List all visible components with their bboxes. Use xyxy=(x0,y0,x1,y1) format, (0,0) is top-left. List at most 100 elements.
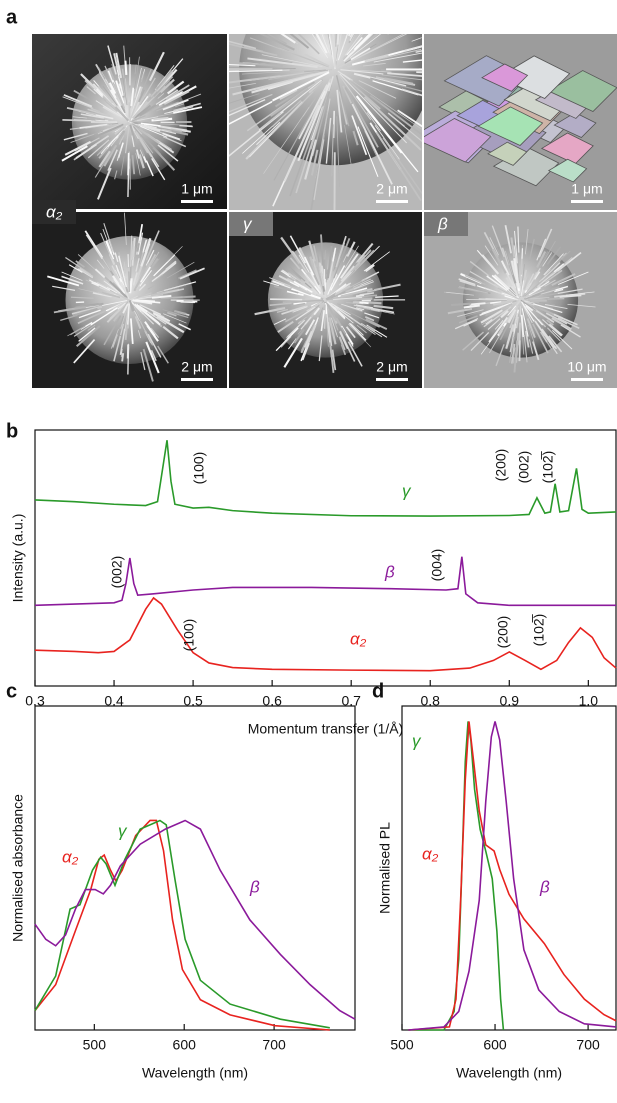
spike xyxy=(378,0,387,7)
plot-frame xyxy=(402,706,616,1030)
scale-bar xyxy=(376,378,408,381)
spike xyxy=(339,0,344,24)
spike xyxy=(137,243,138,251)
scale-bar xyxy=(181,378,213,381)
series-label: α₂ xyxy=(62,847,79,866)
spike xyxy=(243,0,293,18)
x-axis-label: Wavelength (nm) xyxy=(456,1065,562,1081)
spike xyxy=(357,0,367,14)
series-label: γ xyxy=(402,481,412,500)
x-tick-label: 700 xyxy=(576,1037,600,1053)
scale-bar-label: 1 μm xyxy=(181,181,212,197)
peak-label: (102̅) xyxy=(540,450,556,483)
series-label: β xyxy=(384,562,395,581)
spike xyxy=(378,0,428,8)
spike xyxy=(387,22,404,33)
spike xyxy=(327,280,328,291)
spike xyxy=(282,0,302,13)
spike xyxy=(253,0,292,26)
series-label: γ xyxy=(412,731,422,750)
y-axis-label: Normalised PL xyxy=(377,822,393,914)
spike xyxy=(342,0,348,9)
spike xyxy=(365,0,408,19)
spike xyxy=(257,17,279,32)
series-label: α₂ xyxy=(350,629,367,648)
panel-label: d xyxy=(372,680,384,702)
series-label: α₂ xyxy=(422,844,439,863)
spike xyxy=(352,0,387,30)
x-axis-label: Momentum transfer (1/Å) xyxy=(248,721,404,737)
micrograph: 1 μm xyxy=(412,34,617,210)
spike xyxy=(278,6,289,18)
peak-label: (002) xyxy=(516,451,532,484)
scale-bar-label: 10 μm xyxy=(567,359,606,375)
spike xyxy=(359,302,368,303)
scale-bar xyxy=(181,200,213,203)
spike xyxy=(353,0,392,34)
spike xyxy=(451,304,471,305)
panel-label: a xyxy=(6,6,18,28)
spike xyxy=(356,295,364,296)
x-axis-label: Wavelength (nm) xyxy=(142,1065,248,1081)
spike xyxy=(313,1,317,13)
scale-bar-label: 2 μm xyxy=(376,181,407,197)
peak-label: (100) xyxy=(181,619,197,652)
spike xyxy=(130,278,131,293)
series-label: γ xyxy=(118,821,128,840)
spike xyxy=(270,0,309,25)
y-axis-label: Normalised absorbance xyxy=(10,794,26,942)
phase-label: β xyxy=(437,214,448,233)
scale-bar xyxy=(571,200,603,203)
spike xyxy=(270,0,305,35)
spike xyxy=(325,304,326,328)
spike xyxy=(291,20,301,31)
peak-label: (004) xyxy=(429,549,445,582)
spike xyxy=(521,259,522,275)
peak-label: (200) xyxy=(493,449,509,482)
peak-label: (200) xyxy=(495,616,511,649)
scale-bar-label: 2 μm xyxy=(376,359,407,375)
spike xyxy=(365,0,399,22)
spike xyxy=(351,4,367,38)
x-tick-label: 600 xyxy=(483,1037,507,1053)
spike xyxy=(290,0,312,2)
panel-label: b xyxy=(6,420,18,442)
spike xyxy=(360,0,410,31)
peak-label: (002) xyxy=(109,556,125,589)
micrograph: 2 μm xyxy=(229,212,422,388)
series-line xyxy=(409,721,616,1030)
spike xyxy=(264,0,302,26)
panel-label: c xyxy=(6,680,17,702)
spike xyxy=(125,61,126,75)
x-tick-label: 600 xyxy=(173,1037,197,1053)
spike xyxy=(133,246,134,257)
series-label: β xyxy=(249,877,260,896)
series-line xyxy=(35,598,616,671)
spike xyxy=(367,0,405,9)
x-tick-label: 700 xyxy=(262,1037,286,1053)
spike xyxy=(344,4,347,22)
micrograph: 2 μm xyxy=(32,212,227,388)
spike xyxy=(128,153,129,175)
spike xyxy=(400,0,438,23)
series-line xyxy=(409,721,616,1030)
spike xyxy=(122,353,123,361)
spike xyxy=(289,0,322,34)
spike xyxy=(359,0,371,20)
spike xyxy=(376,0,427,9)
series-line xyxy=(35,820,330,1027)
spike xyxy=(262,0,290,22)
scale-bar-label: 1 μm xyxy=(571,181,602,197)
series-label: β xyxy=(539,877,550,896)
y-axis-label: Intensity (a.u.) xyxy=(10,514,26,603)
spike xyxy=(288,0,315,36)
spike xyxy=(265,10,279,21)
scale-bar-label: 2 μm xyxy=(181,359,212,375)
spike xyxy=(268,0,304,27)
peak-label: (100) xyxy=(191,452,207,485)
x-tick-label: 500 xyxy=(83,1037,107,1053)
micrograph: 10 μm xyxy=(424,212,617,388)
